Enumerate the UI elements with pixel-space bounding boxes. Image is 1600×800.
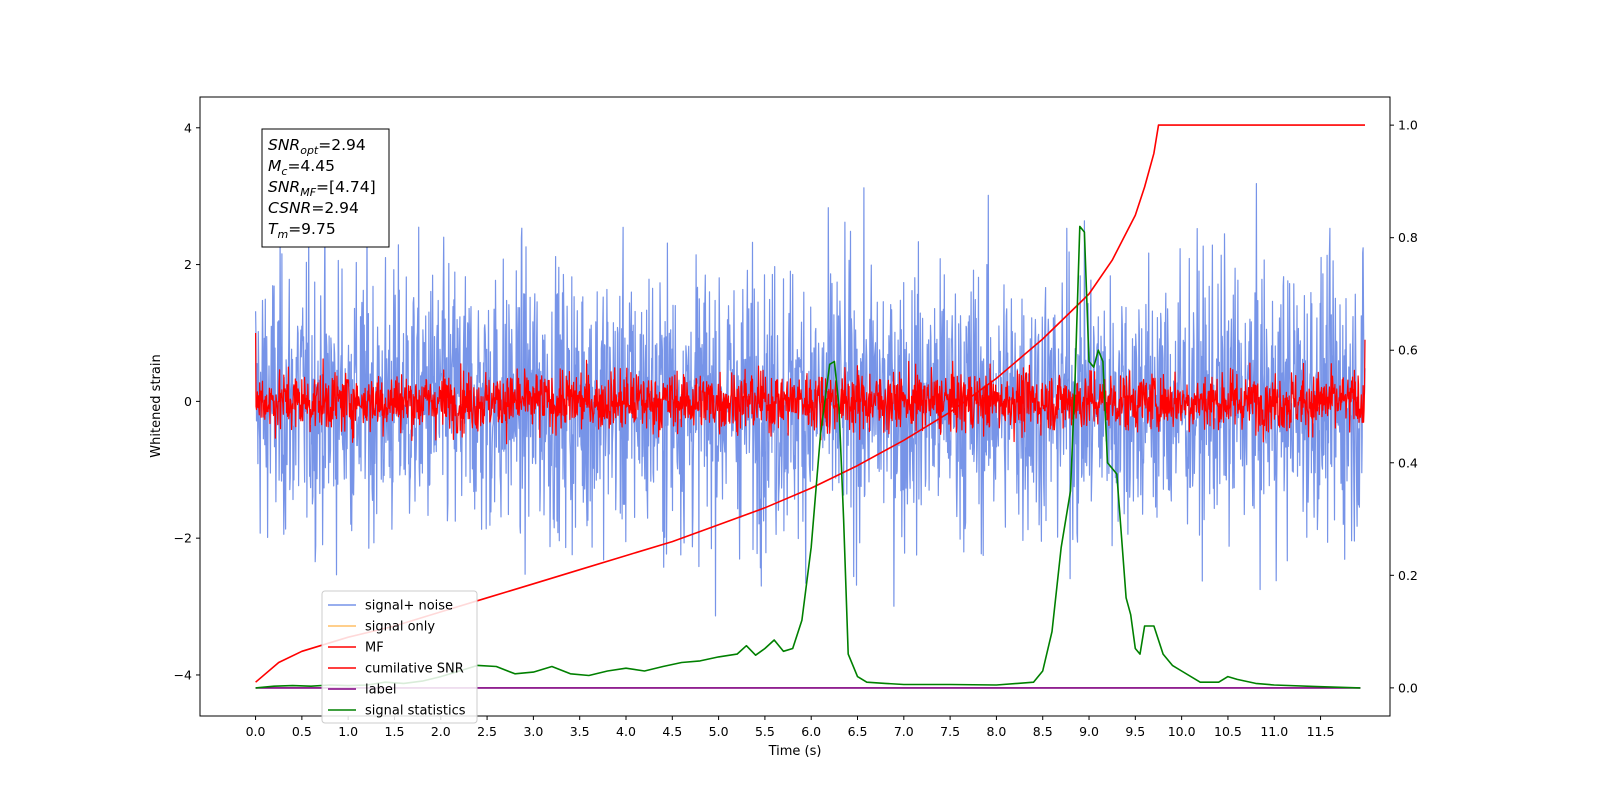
x-tick-label: 5.5 [755, 724, 775, 739]
y-left-tick-label: 4 [184, 120, 192, 135]
y-left-tick-label: 0 [184, 394, 192, 409]
x-tick-label: 1.0 [338, 724, 358, 739]
x-tick-label: 9.0 [1079, 724, 1099, 739]
y-right-tick-label: 0.2 [1398, 568, 1418, 583]
x-tick-label: 3.5 [570, 724, 590, 739]
x-tick-label: 9.5 [1125, 724, 1145, 739]
annotation-line: SNRMF=[4.74] [268, 178, 376, 199]
y-right-tick-label: 1.0 [1398, 118, 1418, 133]
x-tick-label: 6.5 [848, 724, 868, 739]
x-tick-label: 2.5 [477, 724, 497, 739]
x-axis-label: Time (s) [768, 744, 822, 759]
x-tick-label: 10.0 [1168, 724, 1196, 739]
x-tick-label: 0.5 [292, 724, 312, 739]
x-tick-label: 3.0 [523, 724, 543, 739]
y-right-tick-label: 0.4 [1398, 455, 1418, 470]
legend-label: signal statistics [365, 704, 466, 719]
x-tick-label: 1.5 [385, 724, 405, 739]
x-tick-label: 4.0 [616, 724, 636, 739]
y-axis-label-left: Whitened strain [149, 354, 164, 457]
x-tick-label: 7.0 [894, 724, 914, 739]
x-tick-label: 0.0 [246, 724, 266, 739]
axes-layer: 0.0 0.5 1.0 1.5 2.0 2.5 3.0 3.5 4.0 4.5 5.0 5.5 6.0 6… [174, 118, 1418, 739]
plot-frame [199, 96, 1391, 717]
y-left-tick-label: 2 [184, 257, 192, 272]
annotation-line: SNRopt=2.94 [268, 136, 366, 157]
series-mf [255, 332, 1366, 445]
legend-label: signal only [365, 620, 435, 635]
annotation-line: CSNR=2.94 [268, 199, 359, 217]
series-signal-noise [255, 183, 1366, 617]
x-tick-label: 8.5 [1033, 724, 1053, 739]
x-tick-label: 6.0 [801, 724, 821, 739]
x-tick-label: 7.5 [940, 724, 960, 739]
y-left-tick-label: −2 [174, 531, 192, 546]
x-tick-label: 4.5 [662, 724, 682, 739]
y-right-tick-label: 0.6 [1398, 343, 1418, 358]
x-tick-label: 5.0 [709, 724, 729, 739]
x-tick-label: 8.0 [986, 724, 1006, 739]
legend-label: MF [365, 641, 384, 656]
x-tick-label: 11.5 [1307, 724, 1335, 739]
x-tick-label: 10.5 [1214, 724, 1242, 739]
series-signal-statistics [255, 225, 1361, 689]
x-tick-label: 11.0 [1260, 724, 1288, 739]
x-tick-label: 2.0 [431, 724, 451, 739]
y-right-tick-label: 0.8 [1398, 230, 1418, 245]
y-left-tick-label: −4 [174, 667, 192, 682]
legend-label: cumilative SNR [365, 662, 464, 677]
y-right-tick-label: 0.0 [1398, 680, 1418, 695]
legend-frame [321, 590, 478, 724]
legend-label: signal+ noise [365, 599, 453, 614]
annotation-line: Tm=9.75 [268, 220, 336, 241]
annotation-line: Mc=4.45 [268, 157, 335, 178]
legend-label: label [365, 683, 396, 698]
legend: signal+ noise signal only MF cumilative SNR… [321, 590, 478, 724]
annotation-frame [261, 128, 390, 248]
